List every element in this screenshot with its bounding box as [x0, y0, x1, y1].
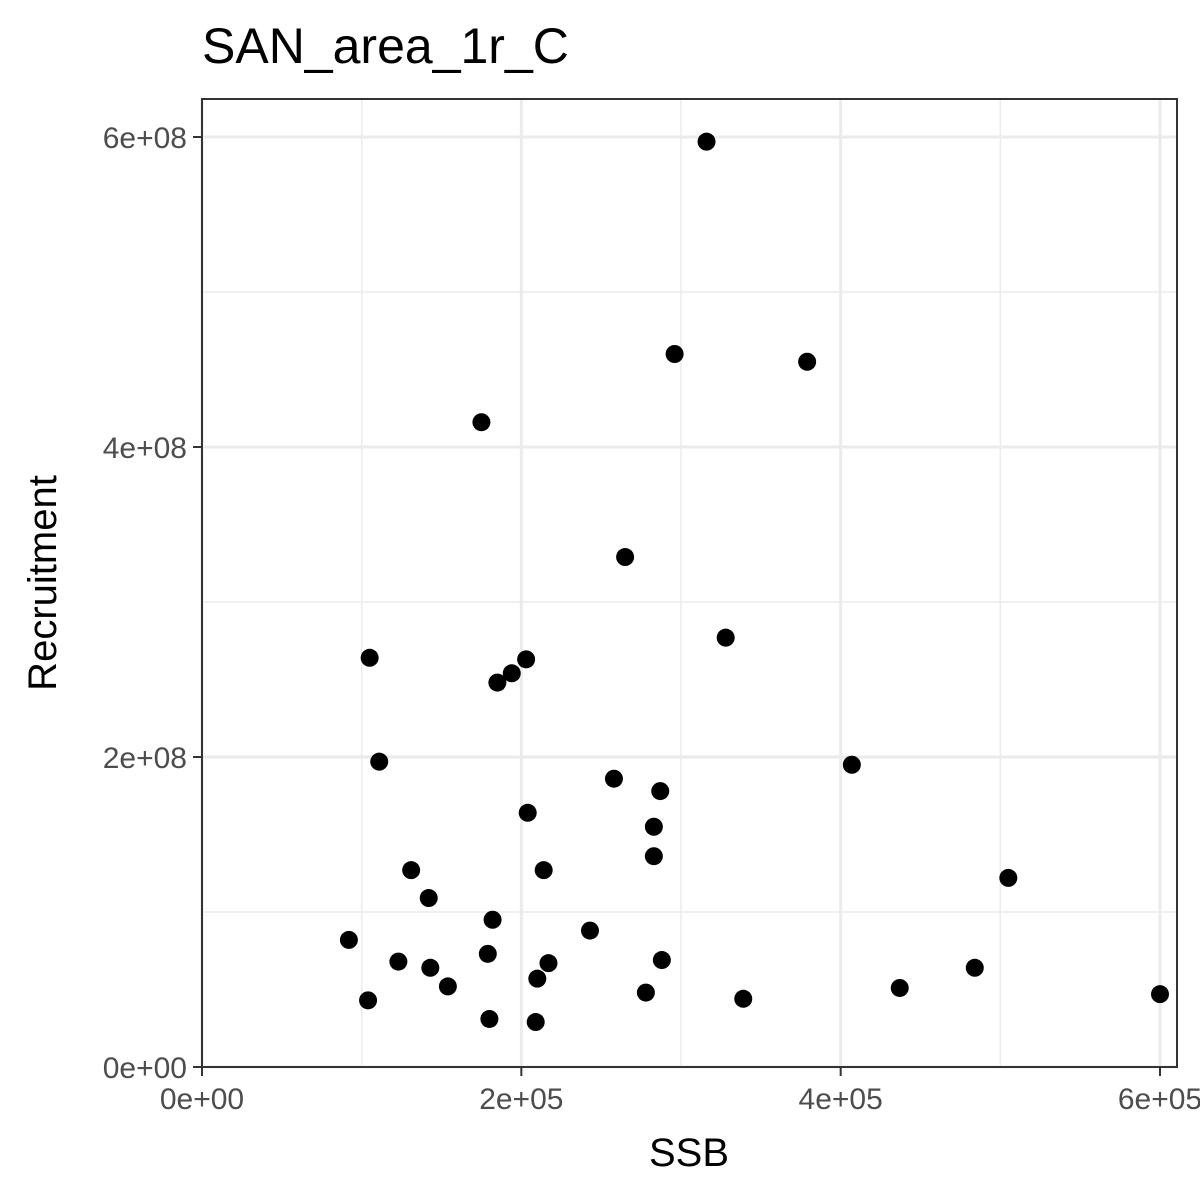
data-point	[480, 1009, 499, 1028]
data-point	[665, 345, 684, 363]
data-point	[539, 954, 558, 973]
data-point	[999, 868, 1018, 887]
data-point	[359, 991, 378, 1010]
data-point	[616, 548, 635, 567]
data-point	[651, 782, 670, 801]
data-point	[580, 921, 599, 940]
data-point	[421, 958, 440, 977]
data-point	[534, 861, 553, 880]
panel-border	[201, 98, 1178, 1068]
data-point	[370, 752, 389, 771]
panel-background	[202, 99, 1177, 1067]
data-point	[890, 978, 909, 997]
data-point	[518, 803, 537, 822]
y-axis: 0e+00 2e+08 4e+08 6e+08	[103, 122, 202, 1085]
data-point	[517, 650, 536, 669]
data-point	[652, 951, 671, 970]
data-point	[798, 352, 817, 371]
data-point	[697, 132, 716, 151]
y-tick-label: 2e+08	[103, 742, 187, 775]
data-point	[472, 413, 491, 432]
data-point	[483, 910, 502, 929]
data-point	[842, 755, 861, 774]
x-tick-label: 0e+00	[160, 1083, 244, 1116]
data-point	[419, 889, 438, 908]
data-point	[502, 664, 521, 683]
data-point	[488, 673, 507, 692]
data-point	[716, 628, 735, 647]
y-tick-label: 0e+00	[103, 1052, 187, 1085]
data-point	[644, 817, 663, 836]
data-point	[360, 648, 379, 667]
x-tick-label: 2e+05	[479, 1083, 563, 1116]
data-point	[528, 969, 547, 988]
plot-panel	[200, 98, 1178, 1069]
data-point	[636, 983, 655, 1002]
x-tick-label: 4e+05	[799, 1083, 883, 1116]
data-point	[604, 769, 623, 788]
data-point	[734, 989, 753, 1008]
data-point	[526, 1013, 545, 1032]
data-point	[644, 847, 663, 866]
x-axis-title: SSB	[649, 1131, 729, 1175]
x-axis: 0e+00 2e+05 4e+05 6e+05	[160, 1067, 1200, 1116]
data-point	[402, 861, 421, 880]
data-point	[1151, 985, 1169, 1004]
data-point	[438, 977, 457, 996]
data-point	[339, 930, 358, 949]
data-point	[389, 952, 408, 971]
y-tick-label: 4e+08	[103, 432, 187, 465]
y-tick-label: 6e+08	[103, 122, 187, 155]
data-point	[965, 958, 984, 977]
x-tick-label: 6e+05	[1118, 1083, 1200, 1116]
y-axis-title: Recruitment	[21, 475, 65, 691]
chart-title: SAN_area_1r_C	[202, 18, 569, 74]
data-point	[478, 944, 497, 963]
